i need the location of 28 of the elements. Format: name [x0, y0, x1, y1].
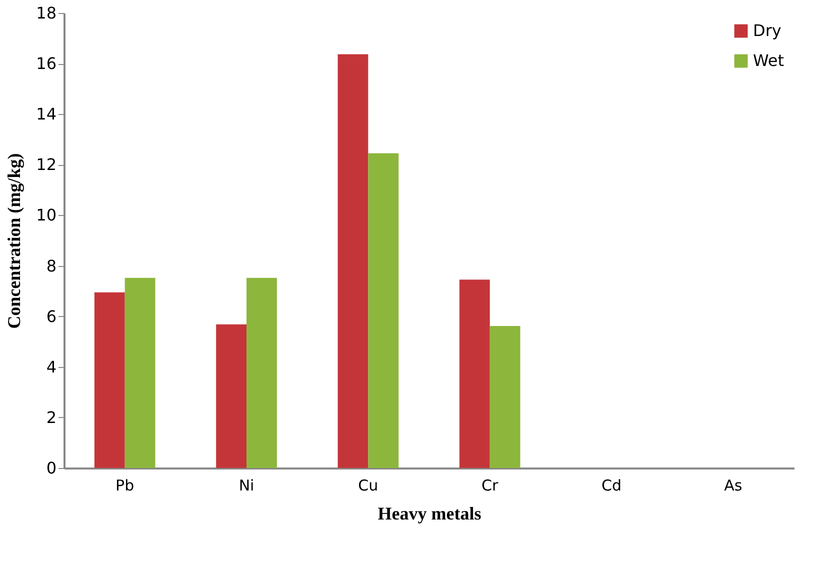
legend-label: Dry [753, 21, 782, 40]
y-tick-label: 14 [36, 104, 56, 124]
legend-label: Wet [753, 51, 784, 70]
bar [338, 54, 368, 468]
y-axis-title: Concentration (mg/kg) [4, 153, 24, 329]
x-axis-title: Heavy metals [378, 504, 482, 524]
x-tick-label: Cr [482, 476, 499, 494]
bar [490, 326, 520, 468]
y-tick-label: 8 [46, 256, 56, 276]
y-tick-label: 4 [46, 357, 56, 376]
bar [94, 292, 125, 468]
y-tick-label: 6 [46, 306, 56, 326]
x-tick-label: As [724, 476, 742, 494]
y-tick-label: 12 [36, 155, 56, 174]
bar [246, 278, 277, 468]
x-tick-label: Cd [602, 476, 622, 494]
y-tick-label: 0 [46, 458, 56, 478]
y-tick-label: 10 [36, 206, 56, 225]
bar [368, 153, 399, 468]
x-tick-label: Ni [238, 476, 254, 494]
y-tick-label: 18 [36, 4, 56, 22]
y-tick-label: 2 [46, 408, 56, 427]
y-tick-label: 16 [36, 54, 56, 74]
bar [216, 324, 246, 468]
bar [124, 278, 156, 468]
bar [459, 280, 490, 468]
x-tick-label: Cu [358, 476, 378, 494]
x-tick-label: Pb [116, 476, 134, 494]
